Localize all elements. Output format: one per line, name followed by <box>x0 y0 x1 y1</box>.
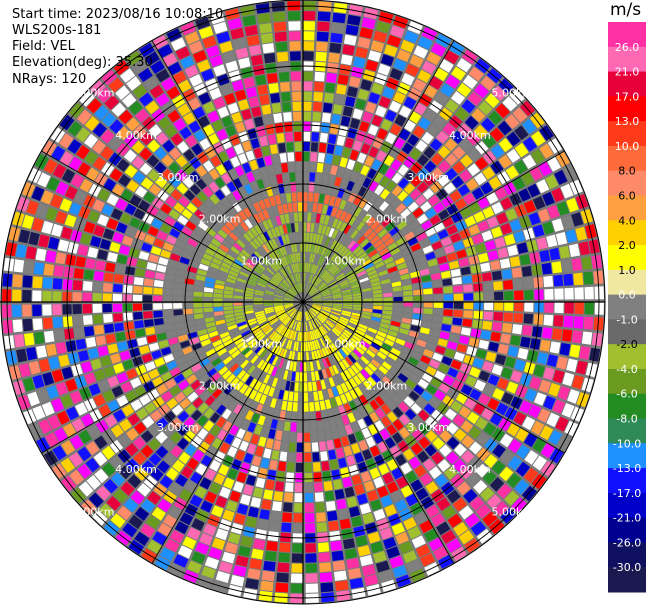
colorbar-tick-label: 10.0 <box>615 140 640 153</box>
colorbar-tick-label: 21.0 <box>615 66 640 79</box>
colorbar-swatch <box>608 220 646 246</box>
colorbar-swatch <box>608 492 646 519</box>
colorbar-swatch <box>608 195 646 221</box>
colorbar-swatch <box>608 294 646 320</box>
colorbar-swatch <box>608 145 646 172</box>
colorbar-tick-label: -6.0 <box>616 388 637 401</box>
range-ring-label: 3.00km <box>157 171 199 184</box>
colorbar-tick-label: -13.0 <box>613 462 641 475</box>
azimuth-spoke <box>302 150 565 303</box>
range-ring-label: 1.00km <box>324 254 366 267</box>
radar-sweep <box>0 0 606 605</box>
colorbar-swatch <box>608 319 646 345</box>
range-ring-label: 4.00km <box>449 129 491 142</box>
range-ring-label: 3.00km <box>157 421 199 434</box>
azimuth-spoke <box>41 301 304 454</box>
range-ring-label: 1.00km <box>241 254 283 267</box>
range-ring-label: 1.00km <box>241 338 283 351</box>
colorbar-swatch <box>608 344 646 370</box>
range-ring-label: 5.00km <box>73 87 115 100</box>
nrays-label: NRays: 120 <box>12 72 87 87</box>
range-ring-label: 5.00km <box>73 505 115 518</box>
colorbar-swatch <box>608 71 646 97</box>
azimuth-spoke <box>302 40 455 303</box>
colorbar: 26.0 21.0 17.0 13.0 10.0 8.0 6.0 4.0 2.0 1.0 0.0 -1… <box>608 22 646 593</box>
colorbar-swatch <box>608 418 646 444</box>
colorbar-swatch <box>608 393 646 420</box>
colorbar-swatch <box>608 542 646 568</box>
colorbar-tick-label: 2.0 <box>618 239 636 252</box>
colorbar-swatch <box>608 468 646 494</box>
range-ring-label: 1.00km <box>324 338 366 351</box>
colorbar-tick-label: -30.0 <box>613 561 641 574</box>
range-ring-label: 5.00km <box>492 87 534 100</box>
range-ring-label: 3.00km <box>407 421 449 434</box>
range-ring-label: 4.00km <box>115 463 157 476</box>
azimuth-spoke <box>151 40 304 303</box>
colorbar-swatch <box>608 121 646 147</box>
range-ring-label: 2.00km <box>366 213 408 226</box>
azimuth-spoke <box>151 301 304 564</box>
colorbar-tick-label: 0.0 <box>618 289 636 302</box>
colorbar-unit: m/s <box>610 0 642 20</box>
colorbar-tick-label: 26.0 <box>615 41 640 54</box>
colorbar-swatch <box>608 46 646 73</box>
colorbar-tick-label: -2.0 <box>616 338 637 351</box>
azimuth-spoke <box>302 301 455 564</box>
range-ring-label: 2.00km <box>199 213 241 226</box>
start-time-label: Start time: 2023/08/16 10:08:10 <box>12 7 224 22</box>
colorbar-tick-label: -8.0 <box>616 413 637 426</box>
colorbar-tick-label: 13.0 <box>615 115 640 128</box>
colorbar-swatch <box>608 170 646 196</box>
colorbar-swatch <box>608 517 646 543</box>
colorbar-tick-label: -1.0 <box>616 313 637 326</box>
range-grid: 1.00km 1.00km 1.00km 1.00km 2.00km 2.00km 2.00… <box>0 0 605 604</box>
azimuth-spoke <box>41 150 304 303</box>
range-ring-label: 4.00km <box>449 463 491 476</box>
colorbar-tick-label: 4.0 <box>618 214 636 227</box>
colorbar-tick-label: -26.0 <box>613 536 641 549</box>
colorbar-tick-label: -4.0 <box>616 363 637 376</box>
colorbar-tick-label: 6.0 <box>618 189 636 202</box>
range-ring-label: 2.00km <box>199 379 241 392</box>
colorbar-tick-label: 1.0 <box>618 264 636 277</box>
colorbar-tick-label: 17.0 <box>615 90 640 103</box>
colorbar-swatch <box>608 245 646 271</box>
colorbar-tick-label: -10.0 <box>613 437 641 450</box>
colorbar-swatch <box>608 567 646 593</box>
colorbar-tick-label: 8.0 <box>618 165 636 178</box>
instrument-label: WLS200s-181 <box>12 23 102 38</box>
range-ring-label: 5.00km <box>492 505 534 518</box>
range-ring-label: 4.00km <box>115 129 157 142</box>
elevation-label: Elevation(deg): 35.30 <box>12 55 153 70</box>
colorbar-swatch <box>608 96 646 122</box>
field-label: Field: VEL <box>12 39 75 54</box>
azimuth-spoke <box>302 301 565 454</box>
colorbar-swatch <box>608 368 646 395</box>
colorbar-tick-label: -17.0 <box>613 487 641 500</box>
colorbar-swatch <box>608 22 646 48</box>
range-ring-label: 3.00km <box>407 171 449 184</box>
range-ring-label: 2.00km <box>366 379 408 392</box>
colorbar-swatch <box>608 443 646 469</box>
colorbar-swatch <box>608 269 646 296</box>
colorbar-tick-label: -21.0 <box>613 512 641 525</box>
